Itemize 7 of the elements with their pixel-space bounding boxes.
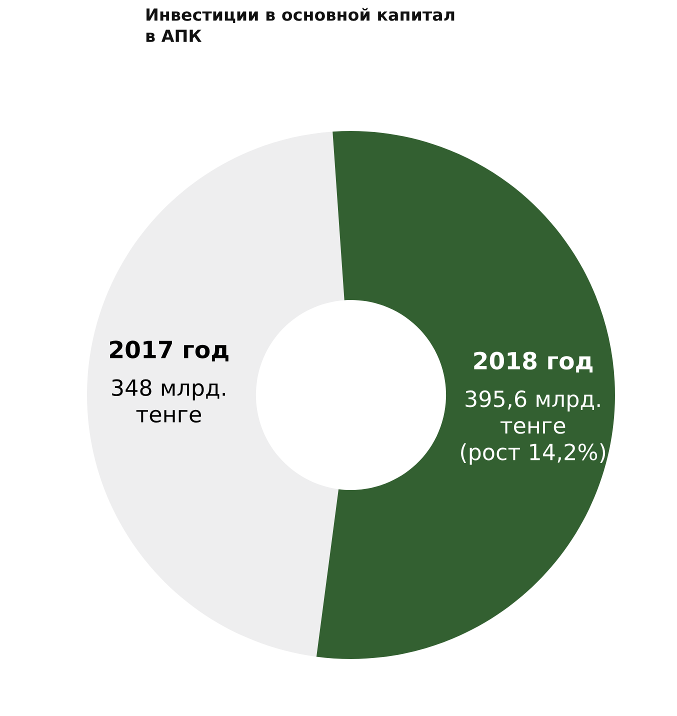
donut-slice [87, 132, 344, 657]
slice-label: 2018 год [474, 352, 593, 373]
data-label: 348 млрд. тенге [112, 379, 226, 423]
chart-title: Инвестиции в основной капитал в АПК [146, 8, 454, 42]
donut-slice [316, 131, 615, 659]
slice-label: 2017 год [110, 340, 228, 362]
data-label: 395,6 млрд. тенге (рост 14,2%) [461, 390, 606, 465]
